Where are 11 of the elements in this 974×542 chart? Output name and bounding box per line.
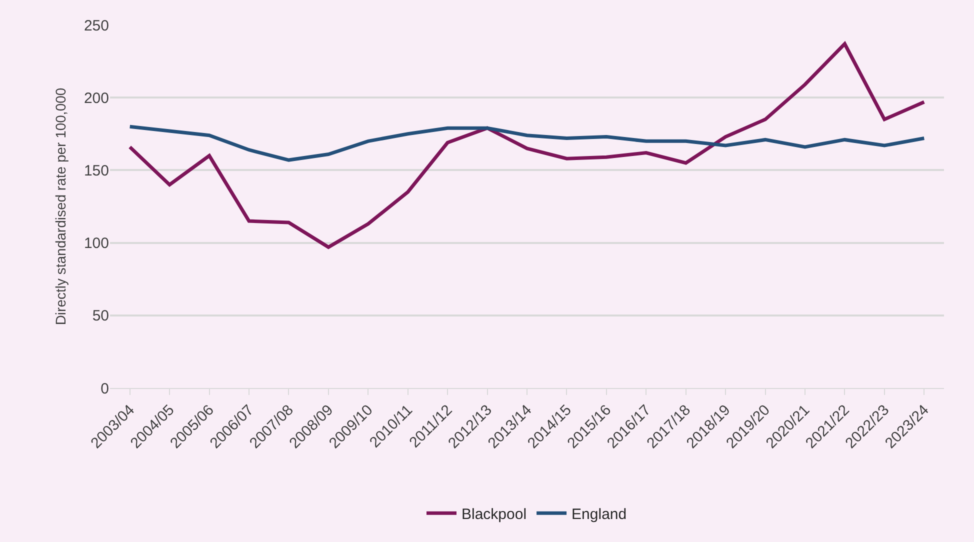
legend-label: Blackpool (462, 506, 527, 523)
line-series (128, 42, 926, 249)
y-tick-label: 100 (84, 235, 109, 252)
y-tick-label: 200 (84, 90, 109, 107)
y-tick-label: 50 (92, 308, 109, 325)
y-tick-label: 250 (84, 17, 109, 34)
y-axis-title: Directly standardised rate per 100,000 (52, 88, 69, 326)
legend-label: England (572, 506, 627, 523)
line-series (128, 124, 926, 162)
y-tick-label: 150 (84, 162, 109, 180)
y-tick-label: 0 (100, 380, 109, 398)
